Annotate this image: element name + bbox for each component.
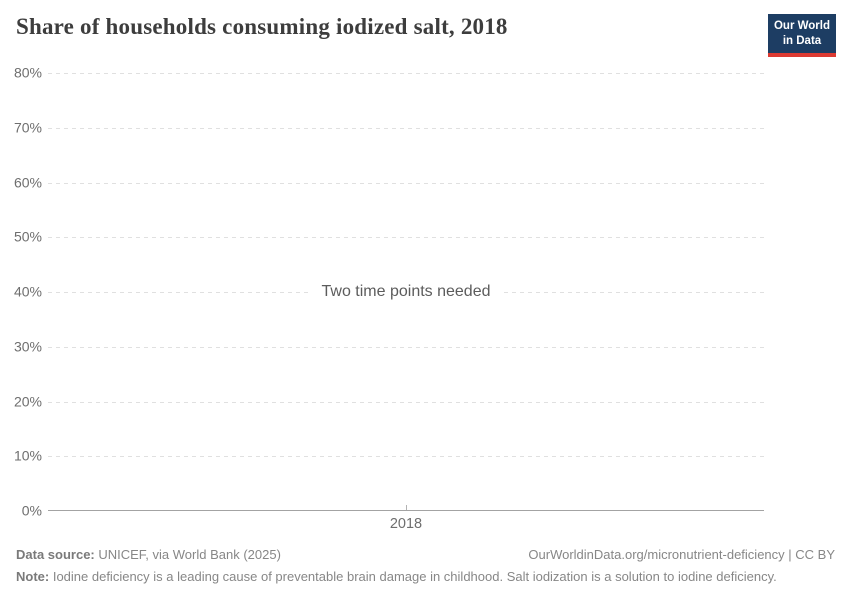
gridline-50	[48, 237, 764, 239]
y-axis-tick-label-30: 30%	[13, 338, 42, 355]
owid-url-license-link[interactable]: OurWorldinData.org/micronutrient-deficie…	[528, 547, 835, 562]
y-axis-tick-label-40: 40%	[13, 283, 42, 300]
owid-logo-accent-bar	[768, 52, 836, 57]
owid-logo-line1: Our World	[773, 20, 830, 32]
chart-footer: Data source: UNICEF, via World Bank (202…	[16, 547, 835, 584]
x-axis-tick-label: 2018	[389, 516, 423, 532]
x-axis-tick-mark	[406, 505, 407, 510]
y-axis-tick-label-70: 70%	[13, 119, 42, 136]
owid-logo-text: Our World in Data	[768, 14, 836, 53]
gridline-60	[48, 182, 764, 184]
y-axis-tick-label-80: 80%	[13, 64, 42, 81]
x-axis-line	[48, 510, 764, 511]
gridline-10	[48, 456, 764, 458]
gridline-30	[48, 346, 764, 348]
owid-logo[interactable]: Our World in Data	[768, 14, 836, 57]
gridline-70	[48, 127, 764, 129]
gridline-20	[48, 401, 764, 403]
y-axis-tick-label-10: 10%	[13, 447, 42, 464]
data-source-label: Data source:	[16, 547, 95, 562]
gridline-80	[48, 73, 764, 74]
owid-logo-line2: in Data	[782, 34, 822, 47]
data-source-value: UNICEF, via World Bank (2025)	[94, 547, 281, 562]
footer-note-label: Note:	[16, 569, 50, 584]
plot-area: 0% 10% 20% 30% 40% 50% 60% 70% 80% 2018 Two time…	[14, 65, 764, 532]
footer-note: Note: Iodine deficiency is a leading cau…	[16, 569, 835, 584]
footer-row-source: Data source: UNICEF, via World Bank (202…	[16, 547, 835, 562]
y-axis-tick-label-60: 60%	[13, 174, 42, 191]
y-axis-tick-label-0: 0%	[21, 502, 42, 519]
y-axis-tick-label-20: 20%	[13, 393, 42, 410]
data-source-text: Data source: UNICEF, via World Bank (202…	[16, 547, 281, 562]
page-title: Share of households consuming iodized sa…	[16, 14, 508, 39]
footer-note-value: Iodine deficiency is a leading cause of …	[49, 569, 777, 584]
empty-chart-message: Two time points needed	[311, 283, 501, 301]
y-axis-tick-label-50: 50%	[13, 228, 42, 245]
